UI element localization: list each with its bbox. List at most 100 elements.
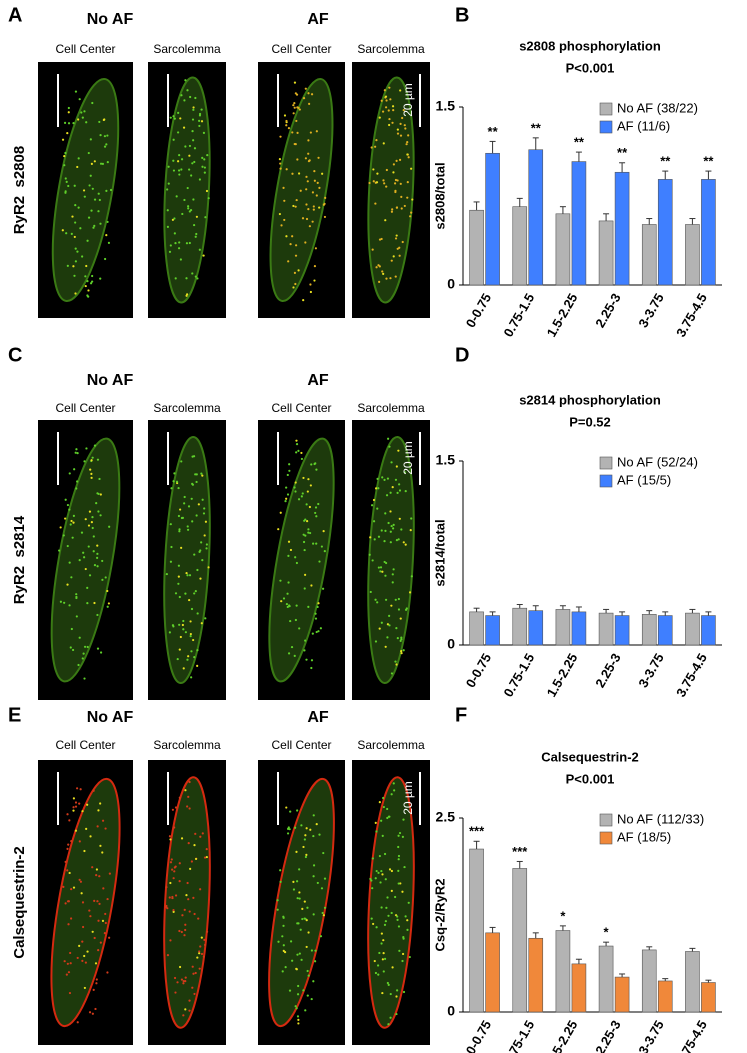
speckle: [384, 920, 387, 923]
cell: [367, 76, 415, 304]
speckle: [91, 280, 94, 283]
speckle: [297, 984, 300, 988]
speckle: [391, 581, 394, 584]
speckle: [57, 549, 61, 552]
speckle: [70, 839, 73, 843]
error-bar: [516, 860, 523, 869]
speckle: [198, 112, 202, 116]
speckle: [194, 96, 197, 100]
speckle: [295, 1007, 298, 1010]
speckle: [92, 535, 95, 538]
speckle: [409, 528, 412, 532]
speckle: [375, 139, 378, 142]
speckle: [194, 275, 197, 278]
speckle: [188, 574, 192, 577]
speckle: [394, 275, 397, 278]
speckle: [308, 102, 311, 105]
speckle: [97, 919, 100, 922]
speckle: [87, 545, 90, 548]
speckle: [172, 625, 175, 628]
speckle: [180, 930, 183, 934]
speckle: [297, 498, 301, 501]
speckle: [399, 617, 402, 620]
bar: [701, 982, 716, 1013]
speckle: [94, 962, 98, 965]
speckle: [381, 270, 384, 273]
speckle: [383, 923, 387, 926]
speckle: [67, 900, 70, 903]
speckle: [169, 116, 172, 119]
speckle: [183, 502, 186, 505]
speckle: [323, 550, 326, 553]
error-bar: [473, 607, 480, 612]
error-bar: [603, 941, 610, 947]
column-label: Sarcolemma: [153, 42, 221, 56]
speckle: [294, 490, 297, 493]
speckle: [62, 534, 65, 537]
speckle: [78, 636, 81, 639]
speckle: [297, 1018, 300, 1021]
speckle: [91, 1012, 94, 1015]
speckle: [78, 878, 81, 881]
speckle: [66, 813, 69, 816]
bar: [485, 152, 500, 286]
speckle: [74, 805, 78, 808]
speckle: [380, 529, 383, 532]
speckle: [198, 950, 201, 953]
speckle: [172, 138, 175, 141]
speckle: [99, 277, 102, 280]
speckle: [380, 237, 383, 241]
speckle: [83, 954, 86, 958]
speckle: [403, 204, 406, 208]
error-bar: [516, 604, 523, 609]
speckle: [313, 462, 316, 466]
speckle: [317, 630, 320, 633]
speckle: [86, 602, 89, 605]
speckle: [185, 571, 188, 575]
speckle: [166, 209, 169, 212]
bar: [598, 945, 614, 1013]
speckle: [397, 854, 401, 858]
speckle: [70, 519, 73, 523]
speckle: [316, 181, 319, 184]
speckle: [69, 523, 72, 526]
speckle: [301, 907, 304, 910]
speckle: [301, 492, 304, 495]
speckle: [396, 132, 400, 135]
speckle: [309, 283, 312, 286]
speckle: [88, 184, 91, 187]
legend-swatch: [599, 102, 613, 116]
row-label: Calsequestrin-2: [11, 846, 28, 959]
speckle: [199, 577, 202, 580]
speckle: [74, 221, 77, 224]
speckle: [385, 494, 389, 497]
speckle: [192, 455, 196, 458]
speckle: [96, 565, 99, 568]
speckle: [106, 897, 109, 901]
speckle: [383, 957, 387, 960]
column-label: Cell Center: [271, 401, 331, 415]
speckle: [170, 487, 173, 490]
panel-letter: B: [455, 4, 469, 26]
x-tick-label: 1.5-2.25: [544, 651, 581, 700]
speckle: [198, 248, 201, 251]
speckle: [402, 990, 406, 994]
legend-swatch: [599, 831, 613, 845]
speckle: [383, 89, 386, 92]
speckle: [321, 172, 324, 175]
speckle: [166, 188, 169, 191]
speckle: [169, 523, 172, 526]
speckle: [396, 247, 399, 250]
speckle: [294, 481, 297, 484]
speckle: [395, 1012, 398, 1016]
speckle: [314, 506, 318, 509]
speckle: [370, 879, 373, 882]
speckle: [317, 602, 320, 605]
speckle: [83, 849, 86, 853]
speckle: [91, 187, 94, 190]
speckle: [305, 203, 308, 206]
speckle: [68, 508, 71, 511]
x-tick-label: 3.75-4.5: [673, 291, 710, 340]
speckle: [188, 780, 191, 784]
speckle: [95, 874, 98, 877]
